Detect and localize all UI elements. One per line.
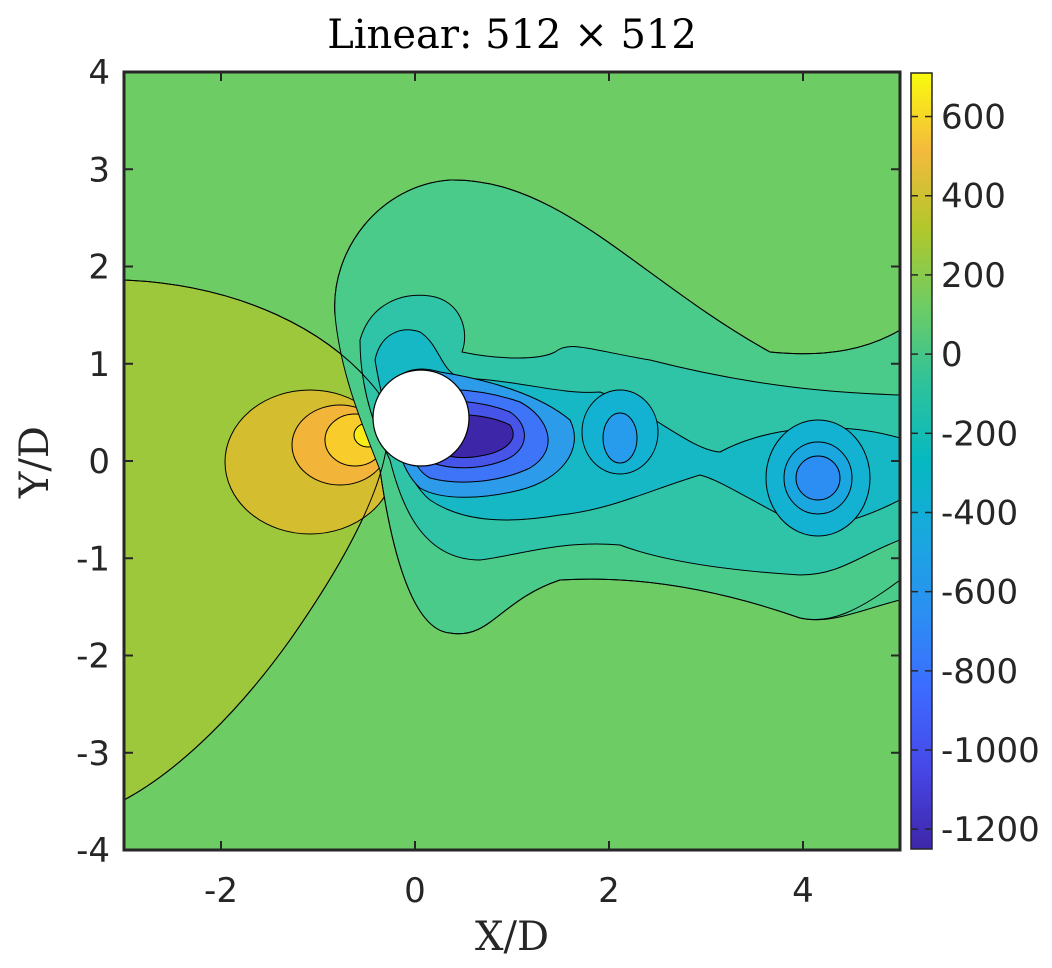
y-tick-label: -3 [76, 734, 110, 774]
colorbar-tick-label: 600 [941, 98, 1006, 138]
x-axis-ticks: -2 0 2 4 [204, 72, 814, 911]
x-tick-label: -2 [204, 871, 238, 911]
y-tick-label: -2 [76, 637, 110, 677]
colorbar-tick-label: -1200 [941, 810, 1040, 850]
colorbar: 600 400 200 0 -200 -400 -600 -800 -1000 -1200 [910, 72, 1040, 850]
contour-line-outer-wake-lower [379, 469, 900, 635]
vortex-x4-band-3 [795, 455, 841, 501]
colorbar-tick-label: -200 [941, 414, 1018, 454]
colorbar-tick-label: 200 [941, 256, 1006, 296]
contour-line-outer-wake [334, 179, 900, 355]
contour-line-upstream [124, 279, 389, 801]
colorbar-tick-label: -600 [941, 573, 1018, 613]
x-tick-label: 2 [598, 871, 620, 911]
cylinder [372, 369, 470, 467]
contour-field [124, 72, 900, 850]
y-tick-label: 3 [88, 150, 110, 190]
chart-title: Linear: 512 × 512 [327, 12, 697, 58]
y-tick-label: -4 [76, 831, 110, 871]
colorbar-tick-label: 400 [941, 177, 1006, 217]
contour-lines [124, 179, 900, 801]
x-tick-label: 0 [404, 871, 426, 911]
colorbar-tick-label: -400 [941, 493, 1018, 533]
y-tick-label: -1 [76, 539, 110, 579]
y-tick-label: 0 [88, 442, 110, 482]
colorbar-tick-label: 0 [941, 335, 963, 375]
y-tick-label: 2 [88, 248, 110, 288]
x-axis-label: X/D [475, 914, 549, 960]
y-tick-label: 4 [88, 53, 110, 93]
colorbar-ticks: 600 400 200 0 -200 -400 -600 -800 -1000 -1200 [911, 98, 1040, 850]
colorbar-tick-label: -800 [941, 652, 1018, 692]
vortex-x2-band-2 [602, 412, 638, 464]
colorbar-gradient [910, 72, 933, 850]
y-axis-label: Y/D [12, 426, 58, 499]
x-tick-label: 4 [792, 871, 814, 911]
colorbar-tick-label: -1000 [941, 731, 1040, 771]
y-tick-label: 1 [88, 345, 110, 385]
y-axis-ticks: 4 3 2 1 0 -1 -2 -3 -4 [76, 53, 900, 871]
